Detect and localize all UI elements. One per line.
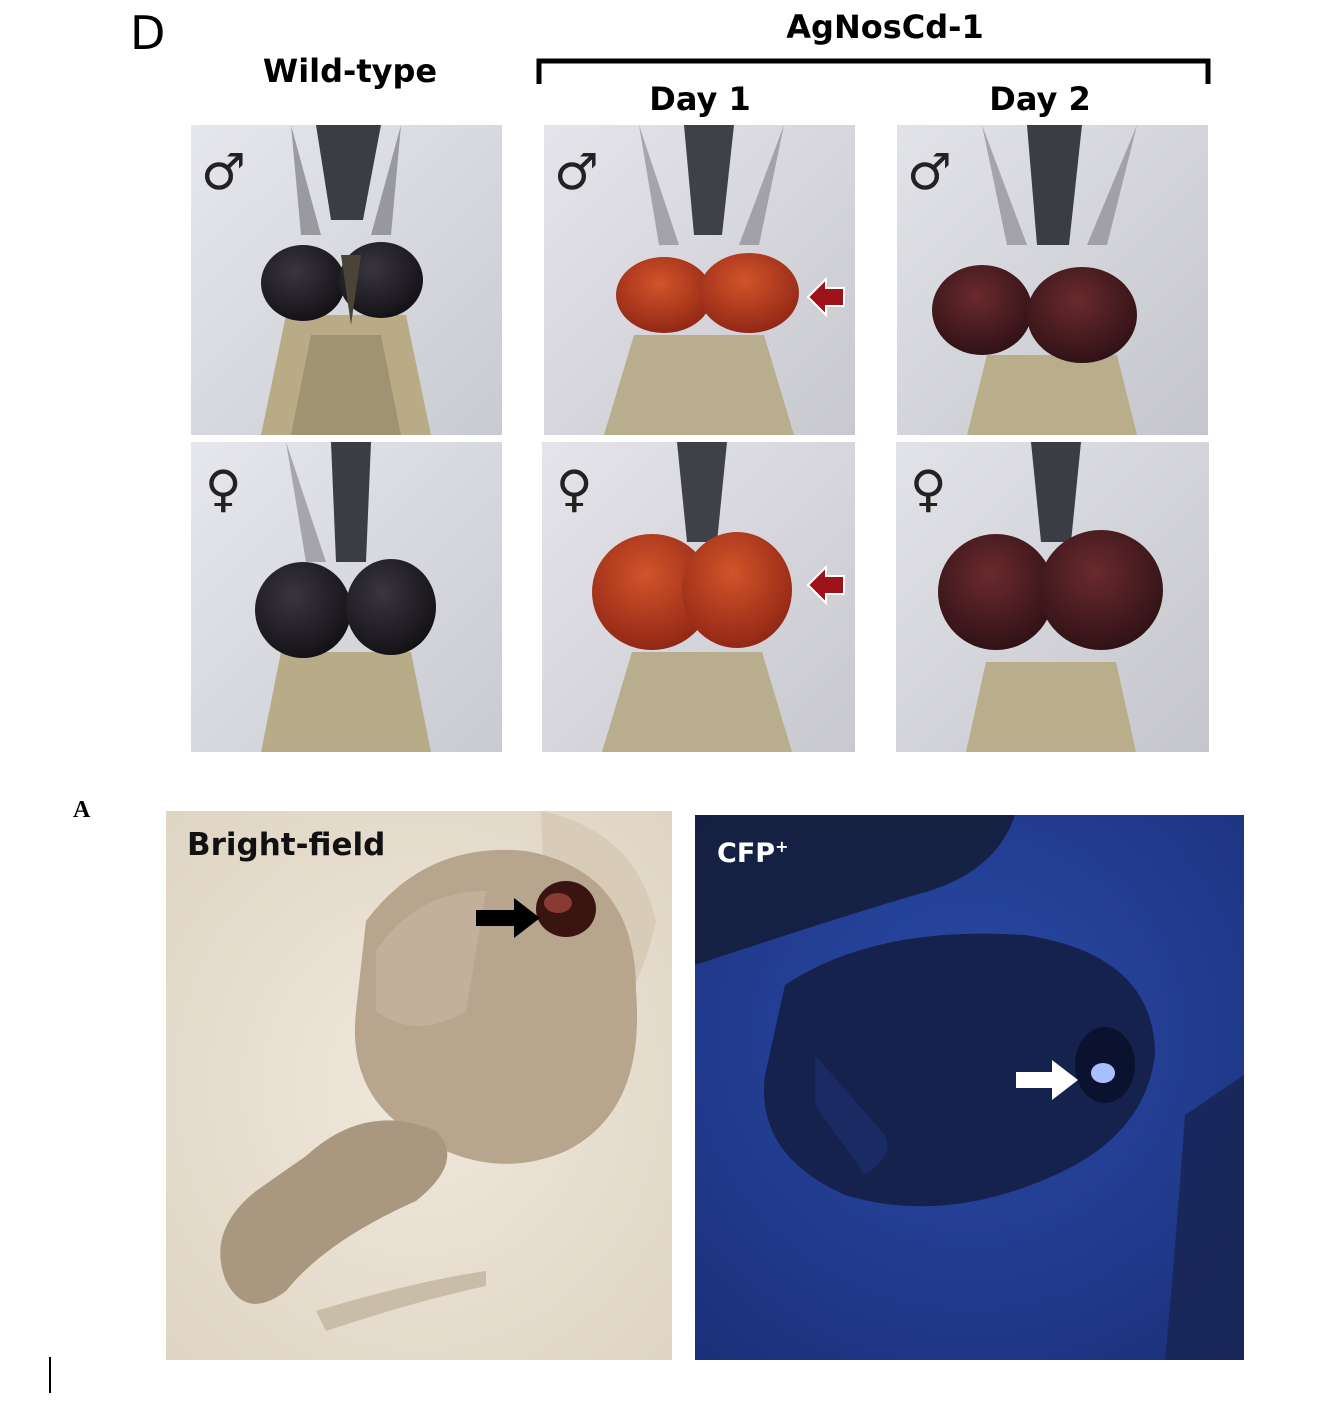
photo-day2-male: ♂: [897, 125, 1208, 435]
panel-label-d: D: [130, 6, 166, 60]
photo-day1-male: ♂: [544, 125, 855, 435]
wild-type-heading: Wild-type: [262, 52, 438, 90]
red-arrow-icon: [806, 565, 845, 605]
male-symbol: ♂: [201, 143, 246, 201]
bright-field-label: Bright-field: [187, 827, 386, 863]
mosquito-head-image: [544, 125, 855, 435]
pupa-cfp-image: [695, 815, 1244, 1360]
male-symbol: ♂: [554, 143, 599, 201]
white-arrow-icon: [1016, 1060, 1078, 1100]
photo-cfp: CFP+: [695, 815, 1244, 1360]
photo-day2-female: ♀: [896, 442, 1209, 752]
female-symbol: ♀: [556, 460, 593, 518]
photo-wild-type-male: ♂: [191, 125, 502, 435]
photo-day1-female: ♀: [542, 442, 855, 752]
mosquito-head-image: [897, 125, 1208, 435]
mosquito-head-image: [191, 442, 502, 752]
mosquito-head-image: [191, 125, 502, 435]
day1-heading: Day 1: [649, 80, 751, 118]
black-arrow-icon: [476, 898, 540, 938]
text-cursor: [49, 1357, 51, 1393]
strain-heading: AgNosCd-1: [786, 8, 984, 46]
female-symbol: ♀: [205, 460, 242, 518]
panel-label-a: A: [73, 797, 91, 823]
male-symbol: ♂: [907, 143, 952, 201]
day2-heading: Day 2: [989, 80, 1091, 118]
pupa-bright-field-image: [166, 811, 672, 1360]
cfp-superscript: +: [775, 837, 789, 856]
female-symbol: ♀: [910, 460, 947, 518]
red-arrow-icon: [806, 277, 845, 317]
mosquito-head-image: [542, 442, 855, 752]
strain-bracket: [536, 58, 1211, 84]
photo-wild-type-female: ♀: [191, 442, 502, 752]
photo-bright-field: Bright-field: [166, 811, 672, 1360]
cfp-label: CFP+: [717, 837, 788, 869]
cfp-label-text: CFP: [717, 838, 776, 869]
mosquito-head-image: [896, 442, 1209, 752]
